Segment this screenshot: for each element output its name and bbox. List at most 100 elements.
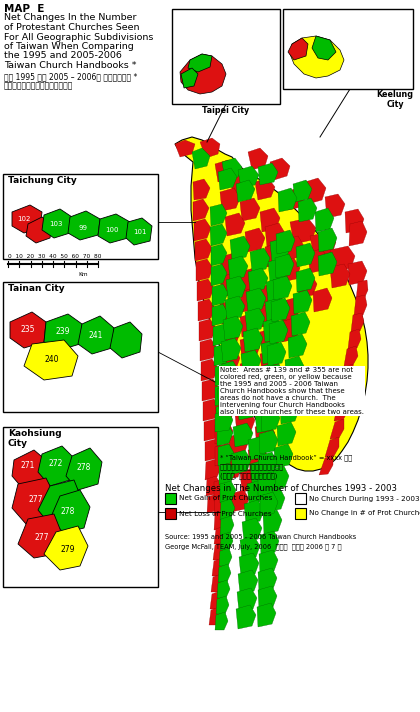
Polygon shape [240, 198, 260, 221]
Polygon shape [218, 444, 234, 466]
Polygon shape [236, 180, 255, 202]
Polygon shape [285, 356, 304, 380]
Text: * “Taiwan Church Handbook” = xxxx 年台: * “Taiwan Church Handbook” = xxxx 年台 [220, 454, 352, 461]
Polygon shape [236, 605, 256, 629]
Text: Kaohsiung
City: Kaohsiung City [8, 429, 62, 449]
Polygon shape [340, 364, 354, 384]
Polygon shape [260, 350, 280, 374]
Polygon shape [260, 398, 280, 422]
Polygon shape [215, 160, 235, 182]
Polygon shape [215, 443, 233, 466]
Polygon shape [206, 476, 221, 496]
Polygon shape [258, 452, 277, 476]
Polygon shape [24, 340, 78, 380]
Polygon shape [285, 188, 305, 210]
Polygon shape [277, 422, 296, 446]
Polygon shape [202, 379, 219, 401]
Polygon shape [270, 238, 290, 262]
Polygon shape [348, 329, 361, 349]
Polygon shape [238, 570, 258, 594]
Polygon shape [240, 313, 260, 337]
Polygon shape [215, 364, 231, 386]
Polygon shape [218, 168, 237, 190]
Polygon shape [181, 68, 198, 88]
Polygon shape [258, 163, 278, 185]
Polygon shape [255, 423, 275, 447]
Polygon shape [280, 318, 300, 342]
Polygon shape [196, 259, 213, 281]
Polygon shape [313, 288, 332, 312]
Polygon shape [275, 254, 294, 278]
Polygon shape [296, 268, 315, 292]
Polygon shape [259, 430, 278, 454]
Polygon shape [225, 213, 245, 236]
Polygon shape [260, 328, 280, 352]
Text: the 1995 and 2005-2006: the 1995 and 2005-2006 [4, 51, 122, 61]
Text: 278: 278 [61, 508, 75, 516]
Polygon shape [312, 36, 336, 60]
Text: For All Geographic Subdivisions: For All Geographic Subdivisions [4, 33, 153, 41]
Polygon shape [216, 404, 232, 426]
Polygon shape [266, 488, 285, 512]
Polygon shape [214, 478, 232, 501]
Bar [3, 174, 158, 259]
Polygon shape [12, 205, 42, 233]
Polygon shape [330, 419, 344, 439]
Polygon shape [267, 342, 286, 366]
Polygon shape [257, 603, 276, 627]
Text: Net Changes In the Number: Net Changes In the Number [4, 14, 136, 23]
Polygon shape [293, 290, 312, 314]
Polygon shape [239, 373, 259, 397]
Polygon shape [276, 230, 295, 254]
Polygon shape [231, 450, 251, 474]
Text: Keelung
City: Keelung City [376, 90, 414, 110]
Ellipse shape [86, 306, 104, 318]
Polygon shape [221, 338, 241, 362]
Polygon shape [334, 401, 348, 421]
Polygon shape [194, 219, 211, 241]
Bar [165, 508, 176, 519]
Polygon shape [215, 384, 231, 406]
Polygon shape [237, 396, 257, 420]
Polygon shape [220, 499, 235, 520]
Polygon shape [220, 373, 240, 397]
Polygon shape [38, 480, 82, 527]
Polygon shape [201, 359, 218, 381]
Polygon shape [238, 166, 259, 188]
Polygon shape [348, 261, 367, 285]
Text: 閣地區基督教會宯派寪教機構一覽表: 閣地區基督教會宯派寪教機構一覽表 [220, 463, 284, 470]
Text: No Change in # of Prot Churches: No Change in # of Prot Churches [309, 511, 420, 516]
Text: Tainan City: Tainan City [8, 284, 65, 293]
Polygon shape [265, 364, 284, 388]
Polygon shape [356, 280, 368, 300]
Polygon shape [126, 218, 152, 245]
Polygon shape [318, 252, 337, 276]
Bar [3, 427, 158, 587]
Polygon shape [235, 410, 255, 434]
Polygon shape [220, 300, 240, 324]
Polygon shape [273, 276, 292, 300]
Text: 235: 235 [21, 325, 35, 333]
Polygon shape [220, 348, 240, 372]
Bar [295, 493, 306, 504]
Polygon shape [318, 228, 337, 252]
Polygon shape [354, 295, 367, 316]
Polygon shape [293, 180, 312, 202]
Polygon shape [230, 236, 250, 260]
Polygon shape [240, 360, 260, 384]
Polygon shape [296, 243, 315, 267]
Polygon shape [243, 328, 263, 352]
Polygon shape [288, 38, 308, 60]
Polygon shape [265, 243, 285, 267]
Polygon shape [268, 258, 288, 282]
Polygon shape [214, 526, 227, 544]
Polygon shape [248, 446, 268, 470]
Polygon shape [192, 148, 210, 169]
Polygon shape [283, 378, 302, 402]
Polygon shape [288, 334, 307, 358]
Text: Taiwan Church Handbooks *: Taiwan Church Handbooks * [4, 61, 136, 70]
Polygon shape [211, 244, 227, 266]
Text: Net Gain of Prot Churches: Net Gain of Prot Churches [179, 496, 273, 501]
Polygon shape [215, 421, 233, 444]
Polygon shape [241, 350, 261, 374]
